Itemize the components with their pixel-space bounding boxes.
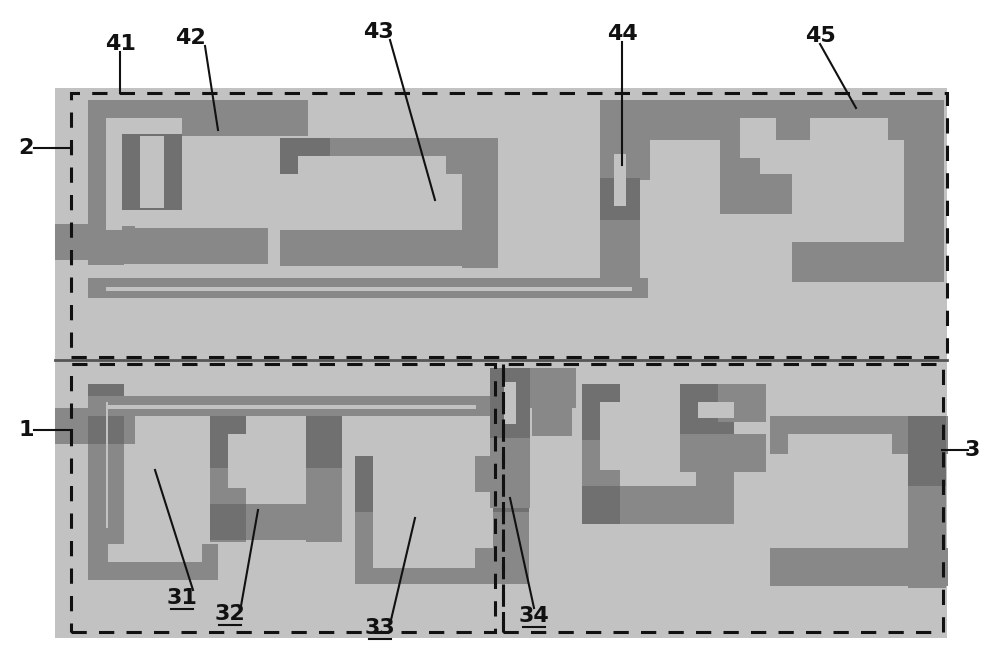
Bar: [298, 156, 446, 212]
Bar: [600, 100, 800, 140]
Bar: [490, 368, 576, 408]
Bar: [504, 382, 516, 424]
Bar: [88, 396, 493, 416]
Bar: [698, 402, 734, 418]
Text: 45: 45: [805, 26, 835, 46]
Bar: [770, 548, 948, 586]
Bar: [306, 416, 342, 542]
Bar: [600, 140, 640, 298]
Bar: [122, 210, 182, 226]
Bar: [210, 416, 246, 468]
Bar: [210, 504, 340, 540]
Bar: [71, 93, 947, 357]
Bar: [600, 452, 678, 468]
Bar: [532, 368, 572, 436]
Bar: [106, 405, 476, 409]
Text: 44: 44: [607, 24, 637, 44]
Bar: [88, 384, 124, 444]
Bar: [720, 100, 792, 140]
Bar: [770, 416, 948, 454]
Bar: [462, 138, 498, 268]
Bar: [680, 384, 766, 422]
Text: 31: 31: [167, 588, 197, 608]
Bar: [600, 140, 650, 180]
Bar: [373, 474, 475, 568]
Text: 32: 32: [215, 604, 245, 624]
Bar: [280, 230, 498, 266]
Bar: [696, 384, 734, 440]
Bar: [228, 470, 290, 488]
Text: 3: 3: [964, 440, 980, 460]
Bar: [210, 416, 246, 542]
Text: 43: 43: [363, 22, 393, 42]
Bar: [904, 100, 944, 280]
Bar: [788, 434, 892, 532]
Bar: [462, 138, 498, 174]
Bar: [490, 368, 530, 508]
Bar: [582, 384, 620, 518]
Bar: [908, 416, 946, 588]
Bar: [106, 118, 122, 230]
Bar: [88, 100, 124, 136]
Bar: [71, 364, 495, 632]
Bar: [720, 100, 760, 212]
Bar: [106, 402, 108, 528]
Bar: [280, 138, 330, 174]
Bar: [122, 118, 182, 226]
Text: 34: 34: [519, 606, 549, 626]
Text: 41: 41: [105, 34, 135, 54]
Bar: [355, 456, 529, 492]
Bar: [88, 384, 124, 572]
Bar: [210, 504, 246, 540]
Text: 1: 1: [18, 420, 34, 440]
Bar: [614, 154, 626, 206]
Text: 33: 33: [365, 618, 395, 638]
Bar: [582, 384, 620, 440]
Bar: [355, 456, 391, 512]
Bar: [680, 434, 766, 472]
Bar: [108, 544, 202, 562]
Text: 2: 2: [18, 138, 34, 158]
Bar: [680, 384, 718, 434]
Bar: [88, 228, 268, 264]
Bar: [88, 544, 218, 580]
Bar: [493, 456, 529, 584]
Bar: [490, 368, 530, 438]
Bar: [306, 416, 342, 468]
Bar: [228, 434, 290, 488]
Bar: [600, 140, 640, 220]
Bar: [792, 100, 944, 140]
Bar: [280, 138, 490, 174]
Bar: [680, 384, 718, 472]
Bar: [355, 548, 529, 584]
Bar: [88, 100, 124, 265]
Bar: [582, 486, 620, 524]
Bar: [600, 100, 640, 178]
Bar: [88, 278, 648, 298]
Bar: [122, 118, 182, 134]
Bar: [696, 384, 734, 518]
Bar: [792, 242, 944, 282]
Bar: [493, 456, 529, 512]
Bar: [810, 118, 888, 226]
Bar: [582, 486, 734, 524]
Bar: [106, 287, 632, 291]
Bar: [373, 456, 475, 492]
Bar: [55, 408, 135, 444]
Bar: [503, 364, 943, 632]
Bar: [740, 118, 776, 158]
Bar: [55, 224, 135, 260]
Bar: [88, 100, 308, 136]
Bar: [600, 402, 678, 470]
Bar: [140, 136, 164, 208]
Text: 42: 42: [175, 28, 205, 48]
Bar: [55, 88, 947, 638]
Bar: [908, 416, 946, 486]
Bar: [720, 174, 792, 214]
Bar: [355, 456, 391, 584]
